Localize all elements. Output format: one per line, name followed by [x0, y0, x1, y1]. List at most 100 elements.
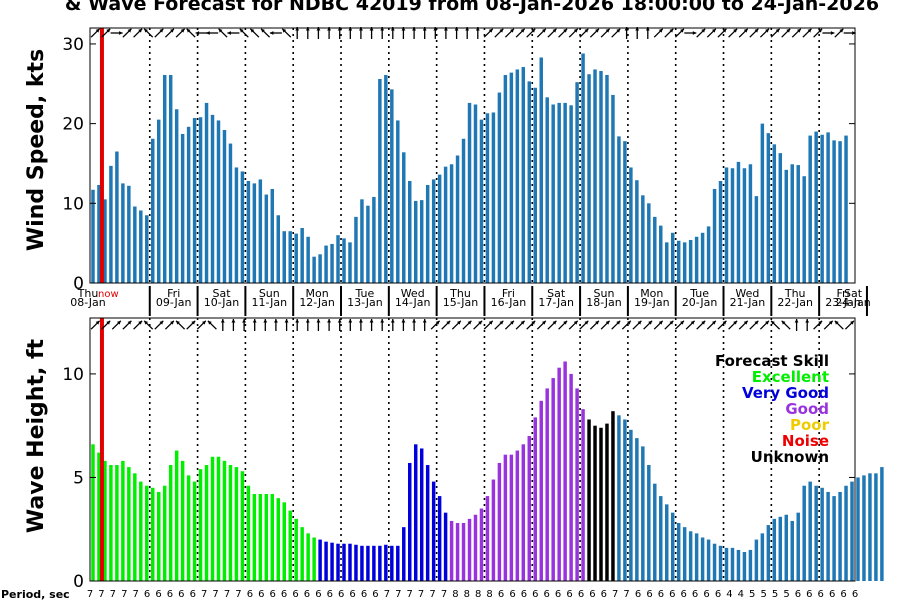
bar: [587, 419, 591, 581]
direction-arrow: [813, 28, 823, 38]
bar: [832, 140, 836, 283]
bar: [670, 232, 675, 283]
bar: [533, 87, 537, 284]
direction-arrow: [164, 28, 175, 38]
bar: [515, 69, 520, 283]
bar: [838, 141, 842, 283]
direction-arrow: [154, 320, 164, 330]
direction-arrow: [441, 320, 451, 330]
bar: [694, 236, 699, 283]
bar: [133, 473, 137, 581]
legend-very-good: Very Good: [742, 384, 829, 402]
bar: [306, 236, 310, 283]
direction-arrow: [717, 320, 727, 330]
direction-arrow: [685, 320, 696, 330]
period-value: 8: [475, 589, 481, 600]
day-date: 19-Jan: [634, 296, 670, 309]
bar: [360, 545, 364, 581]
bar: [366, 545, 370, 581]
day-date: 15-Jan: [443, 296, 479, 309]
bar: [676, 523, 681, 581]
bar: [91, 444, 95, 581]
day-name: Mon: [640, 287, 663, 300]
bar: [790, 164, 794, 283]
bar: [390, 545, 394, 581]
bar: [629, 429, 633, 581]
period-value: 7: [235, 589, 241, 600]
bar: [372, 545, 376, 581]
direction-arrow: [269, 31, 282, 35]
period-value: 7: [441, 589, 447, 600]
period-value: 5: [783, 589, 789, 600]
period-value: 6: [852, 589, 858, 600]
bar: [790, 520, 794, 581]
bar: [569, 105, 573, 283]
period-value: 6: [681, 589, 687, 600]
direction-arrow: [759, 28, 770, 38]
direction-arrow: [504, 28, 515, 38]
day-name: Sun: [259, 287, 280, 300]
bar: [653, 483, 657, 581]
bar: [276, 498, 280, 581]
bar: [342, 543, 346, 581]
day-name: Thu: [449, 287, 471, 300]
period-value: 4: [738, 589, 744, 600]
bar: [396, 545, 400, 581]
bar: [694, 533, 699, 581]
bar: [437, 496, 442, 581]
direction-arrow: [412, 27, 416, 39]
bar: [820, 134, 824, 283]
direction-arrow: [526, 28, 536, 38]
bar: [282, 502, 286, 581]
direction-arrow: [122, 28, 132, 38]
bar: [139, 481, 143, 581]
direction-arrow: [494, 320, 504, 330]
direction-arrow: [249, 28, 260, 38]
period-value: 7: [384, 589, 390, 600]
period-value: 7: [429, 589, 435, 600]
bar: [718, 545, 723, 581]
direction-arrow: [674, 28, 685, 38]
period-value: 6: [304, 589, 310, 600]
period-value: 6: [840, 589, 846, 600]
direction-arrow: [218, 28, 228, 38]
bar: [617, 136, 621, 284]
bar: [318, 539, 322, 581]
bar: [844, 135, 848, 283]
y-tick-label: 10: [62, 194, 84, 214]
direction-arrow: [369, 27, 374, 39]
direction-arrow: [122, 320, 132, 330]
bar: [109, 465, 113, 581]
bar: [700, 537, 705, 581]
direction-arrow: [175, 320, 186, 330]
direction-arrow: [284, 319, 289, 331]
period-value: 6: [327, 589, 333, 600]
bar: [587, 74, 591, 283]
direction-arrow: [504, 320, 515, 330]
direction-arrow: [558, 28, 568, 38]
bar: [198, 469, 203, 581]
bar: [539, 57, 543, 284]
direction-arrow: [600, 320, 611, 330]
period-value: 6: [155, 589, 161, 600]
bar: [641, 195, 645, 283]
bar: [766, 133, 771, 283]
bar: [808, 481, 812, 581]
bar: [724, 167, 729, 283]
bar: [868, 473, 872, 581]
bar: [575, 388, 579, 581]
direction-arrow: [295, 27, 300, 39]
period-value: 6: [646, 589, 652, 600]
bar: [772, 518, 777, 581]
direction-arrow: [110, 31, 123, 35]
period-value: 7: [110, 589, 116, 600]
period-value: 7: [407, 589, 413, 600]
bar: [832, 496, 836, 581]
bar: [342, 238, 346, 284]
bar: [820, 487, 824, 581]
direction-arrow: [706, 320, 717, 330]
period-value: 6: [338, 589, 344, 600]
period-value: 7: [133, 589, 139, 600]
bar: [431, 179, 436, 283]
bar: [521, 67, 526, 283]
